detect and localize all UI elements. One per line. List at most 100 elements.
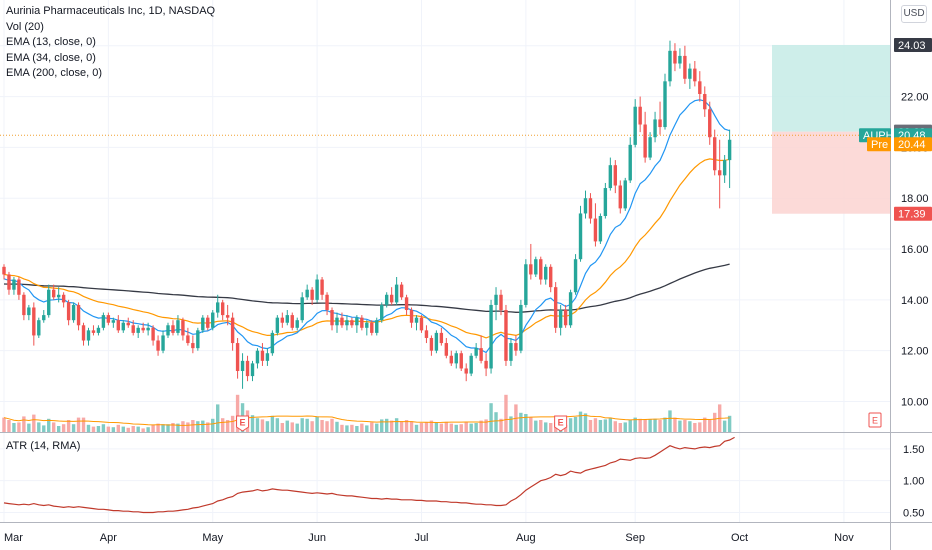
ema200-line xyxy=(3,263,730,313)
target-price-label-bg xyxy=(894,37,932,52)
volume-bar xyxy=(250,415,255,432)
candle-body xyxy=(727,139,732,161)
candle-body xyxy=(598,216,603,242)
candle-body xyxy=(96,327,101,333)
candle-body xyxy=(211,312,215,328)
volume-bar xyxy=(86,424,91,432)
candle-body xyxy=(235,343,240,372)
ema34-indicator-label[interactable]: EMA (34, close, 0) xyxy=(6,51,96,64)
atr-indicator-label[interactable]: ATR (14, RMA) xyxy=(6,440,81,452)
candle-body xyxy=(365,322,369,328)
candle-body xyxy=(479,348,483,361)
volume-bar xyxy=(459,424,463,432)
volume-bar xyxy=(474,423,478,432)
earnings-marker-shape xyxy=(236,415,250,432)
candle-body xyxy=(469,355,473,374)
candle-body xyxy=(111,320,116,323)
candle-body xyxy=(648,137,652,158)
ema13-indicator-label[interactable]: EMA (13, close, 0) xyxy=(6,36,96,48)
candle-body xyxy=(608,165,613,189)
volume-bar xyxy=(166,424,170,432)
volume-bar xyxy=(201,420,205,432)
candle-body xyxy=(419,317,424,331)
volume-bar xyxy=(389,420,394,432)
candle-body xyxy=(7,274,11,290)
candle-body xyxy=(86,330,91,341)
volume-bar xyxy=(499,418,503,432)
pre-tag-bg xyxy=(867,137,891,152)
volume-bar xyxy=(335,421,339,432)
candle-body xyxy=(544,266,548,280)
candle-body xyxy=(265,353,270,361)
price-tick-label: 12.00 xyxy=(901,346,929,358)
candle-body xyxy=(593,218,598,242)
candle-body xyxy=(156,340,160,351)
candle-body xyxy=(136,327,140,333)
ema200-indicator-label[interactable]: EMA (200, close, 0) xyxy=(6,67,102,79)
volume-bar xyxy=(176,423,180,432)
volume-bar xyxy=(206,422,210,432)
volume-bar xyxy=(673,417,677,432)
volume-bar xyxy=(131,426,135,432)
candle-body xyxy=(330,310,334,326)
candle-body xyxy=(489,304,493,369)
volume-bar xyxy=(191,420,195,432)
volume-bar xyxy=(414,424,419,432)
candle-body xyxy=(345,320,349,326)
candle-body xyxy=(171,325,175,333)
candle-body xyxy=(106,315,111,323)
candle-body xyxy=(424,330,429,338)
volume-bar xyxy=(71,424,76,432)
volume-bar xyxy=(370,422,374,432)
time-tick-label: Apr xyxy=(100,532,117,544)
volume-bar xyxy=(424,422,429,432)
volume-bar xyxy=(618,423,622,432)
candle-body xyxy=(514,343,518,351)
candle-body xyxy=(260,350,265,361)
volume-bar xyxy=(47,418,51,432)
volume-bar xyxy=(439,423,444,432)
volume-bar xyxy=(22,416,26,432)
candle-body xyxy=(658,119,662,128)
volume-bar xyxy=(27,423,31,432)
earnings-marker-label: E xyxy=(240,418,246,428)
symbol-title[interactable]: Aurinia Pharmaceuticals Inc, 1D, NASDAQ xyxy=(6,5,216,17)
volume-indicator-label[interactable]: Vol (20) xyxy=(6,20,44,33)
candle-body xyxy=(225,315,230,318)
volume-bar xyxy=(693,423,697,432)
volume-bar xyxy=(211,418,215,432)
candle-body xyxy=(216,302,220,313)
earnings-marker: E xyxy=(236,415,250,432)
volume-bar xyxy=(52,422,56,432)
volume-bar xyxy=(583,413,588,432)
candle-body xyxy=(315,279,319,300)
ema13-line xyxy=(3,99,730,354)
volume-bar xyxy=(12,423,16,432)
pre-price-label-bg xyxy=(894,137,932,152)
volume-bar xyxy=(409,421,414,432)
candle-body xyxy=(375,320,379,333)
volume-bar xyxy=(310,421,314,432)
pre-tag: Pre xyxy=(871,139,888,151)
volume-bar xyxy=(270,415,275,432)
candle-body xyxy=(66,302,71,321)
volume-bar xyxy=(42,425,46,432)
candle-body xyxy=(255,350,260,364)
volume-bar xyxy=(265,421,270,432)
candle-body xyxy=(101,315,106,328)
volume-bar xyxy=(519,412,523,432)
candle-body xyxy=(270,332,275,354)
candle-body xyxy=(404,297,409,311)
price-tick-label: 10.00 xyxy=(901,397,929,409)
volume-bar xyxy=(2,417,6,432)
target-price-label: 24.03 xyxy=(898,40,926,52)
currency-button[interactable]: USD xyxy=(901,5,927,23)
time-tick-label: Mar xyxy=(4,532,23,544)
volume-bar xyxy=(106,426,111,432)
candle-body xyxy=(191,343,195,349)
volume-bar xyxy=(623,422,627,432)
candle-body xyxy=(285,315,289,323)
volume-bar xyxy=(539,420,543,432)
